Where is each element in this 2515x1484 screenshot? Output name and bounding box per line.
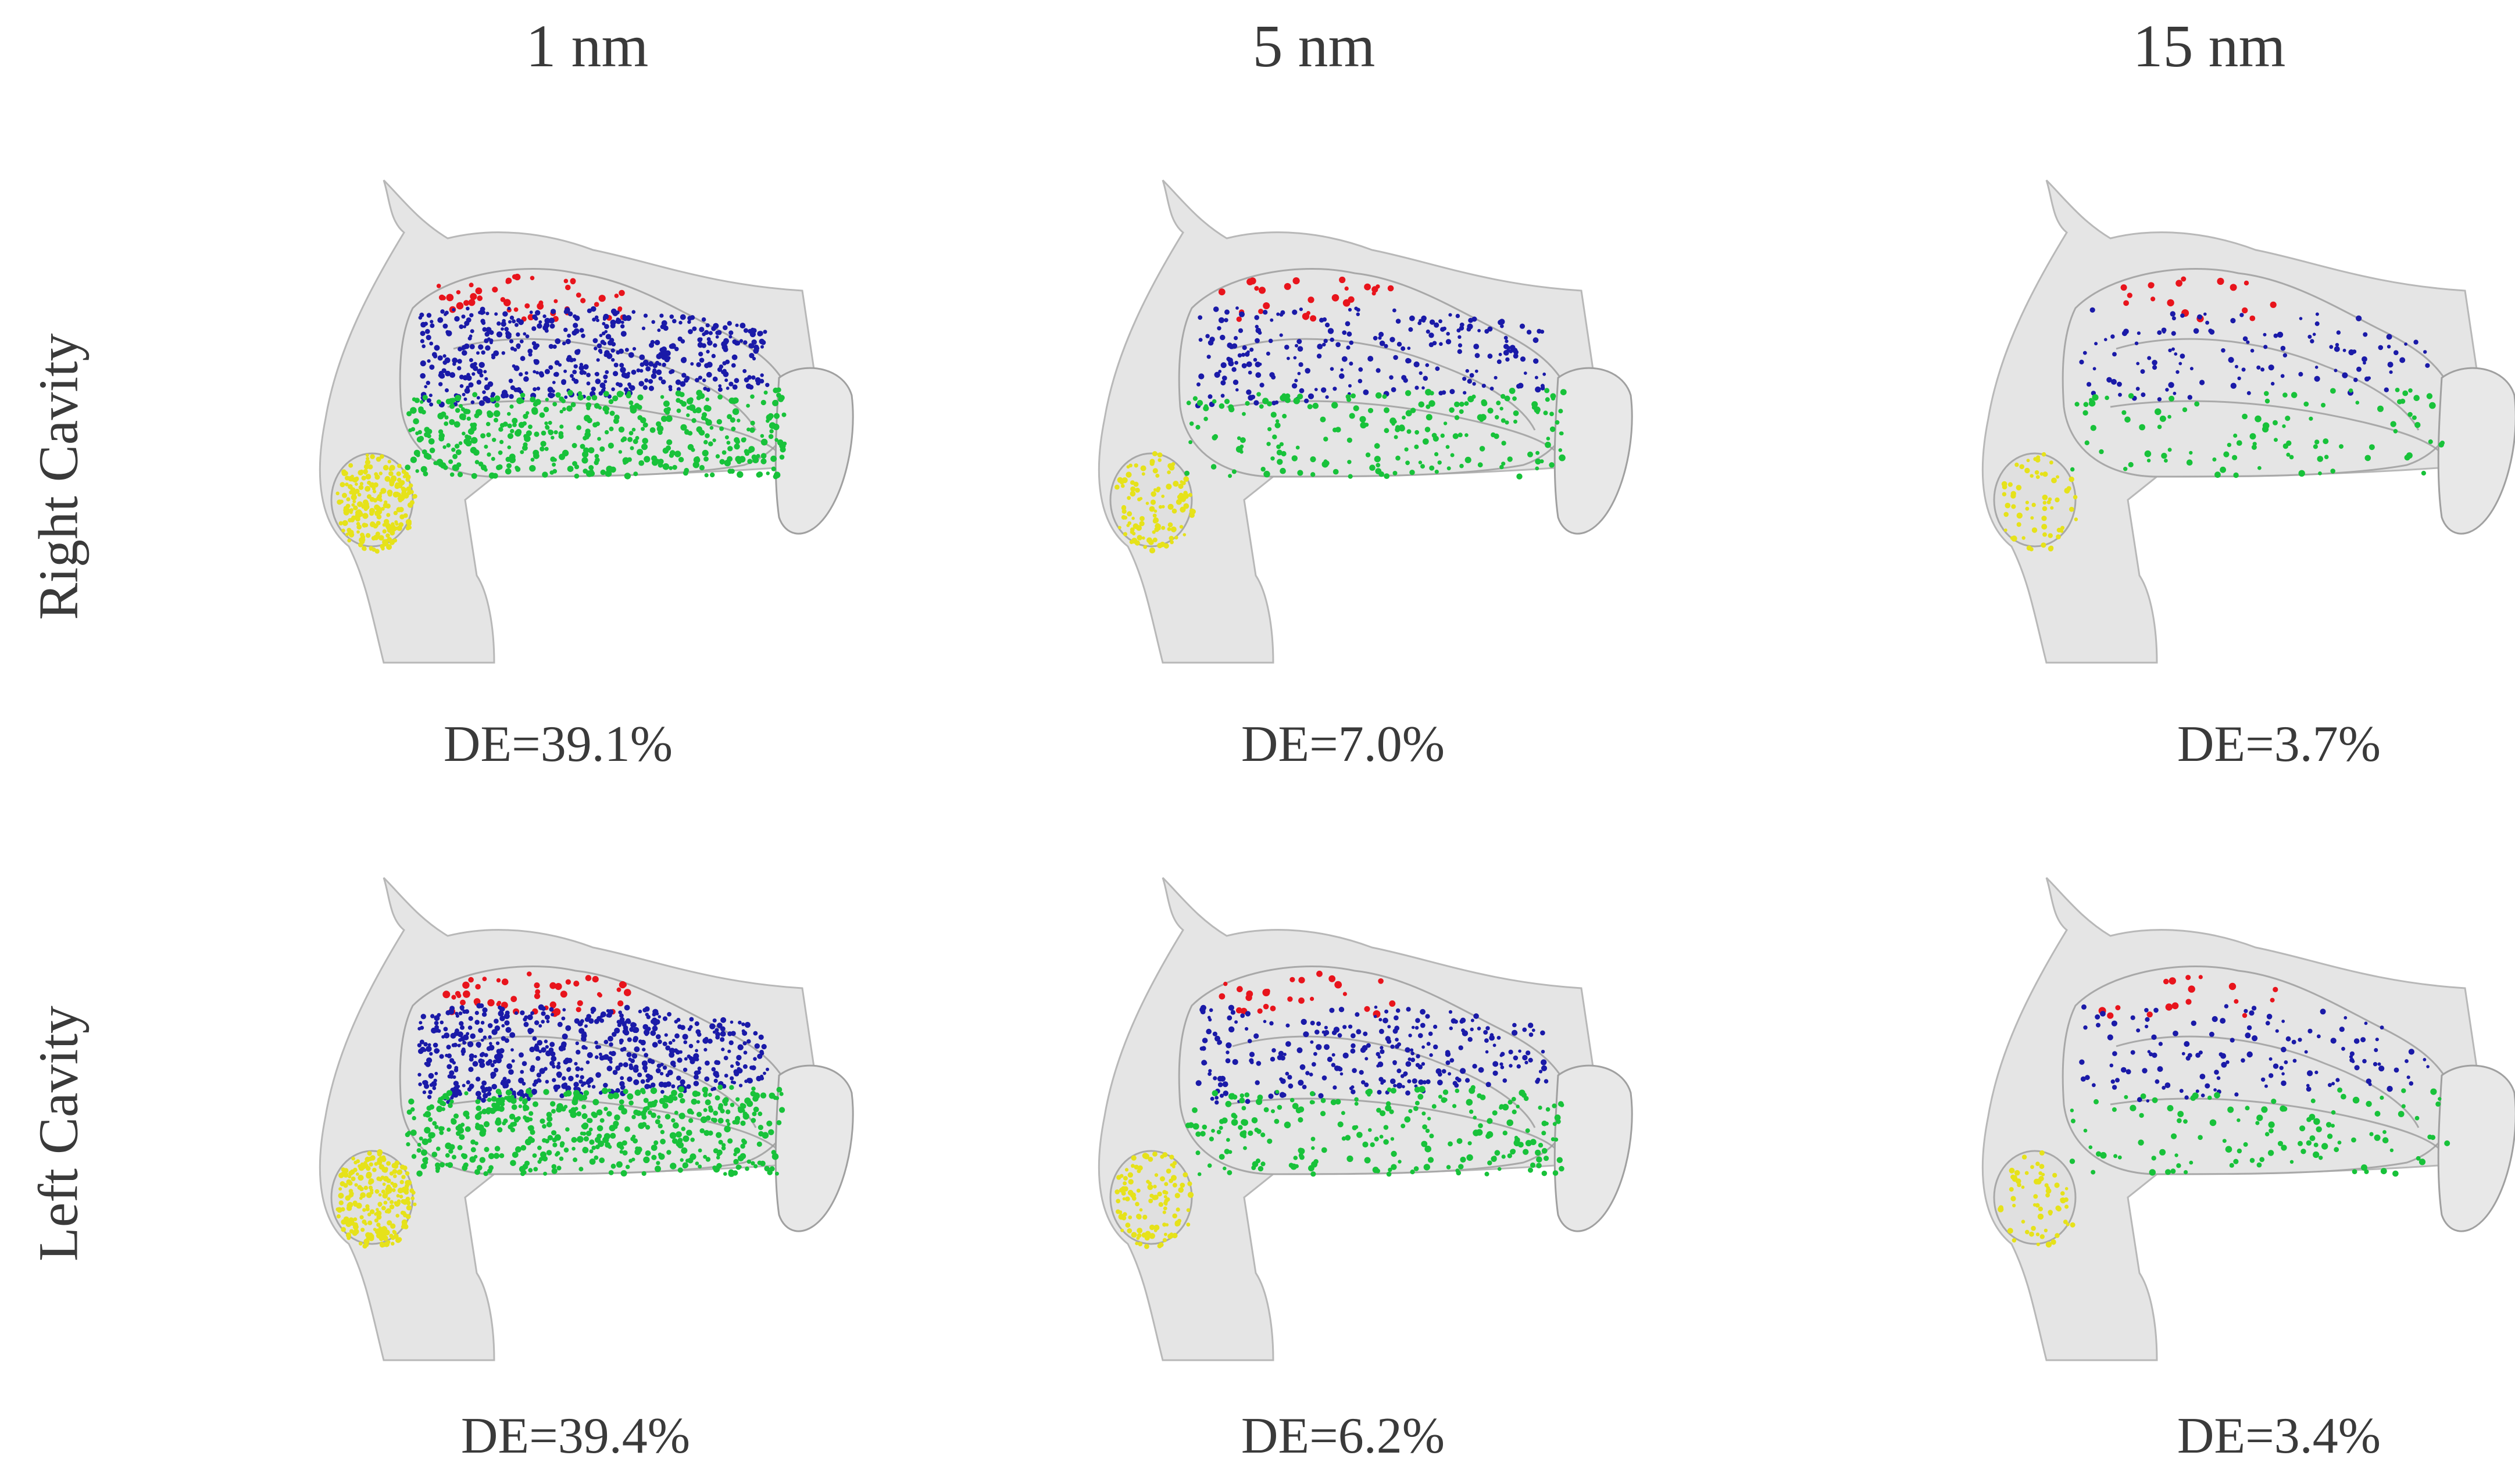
de-label-right-1nm: DE=39.1% (443, 716, 673, 773)
lower-airway-particles (405, 387, 787, 480)
upper-airway-particles (2079, 307, 2430, 402)
turbinate-contour (1232, 1035, 1536, 1128)
olfactory-particles (442, 971, 631, 1017)
panel-right-15nm (1965, 174, 2515, 698)
turbinate-contour (2116, 338, 2420, 431)
column-title-1nm: 1 nm (526, 13, 649, 80)
lower-airway-particles (405, 1084, 785, 1177)
vestibule-particles (2001, 452, 2078, 552)
turbinate-contour (1226, 1097, 1559, 1152)
lower-airway-particles (1184, 388, 1567, 480)
turbinate-contour (2110, 1097, 2443, 1152)
lower-airway-particles (2069, 1087, 2450, 1177)
lower-airway-particles (2070, 388, 2445, 478)
de-label-right-5nm: DE=7.0% (1241, 716, 1445, 773)
panel-left-5nm (1081, 872, 1639, 1395)
row-title-right-cavity: Right Cavity (27, 333, 90, 620)
panel-right-5nm (1081, 174, 1639, 698)
de-label-left-1nm: DE=39.4% (460, 1408, 691, 1464)
olfactory-particles (1219, 970, 1396, 1018)
turbinate-contour (2116, 1035, 2420, 1128)
upper-airway-particles (1195, 306, 1546, 409)
panel-left-1nm (302, 872, 860, 1395)
de-label-left-15nm: DE=3.4% (2177, 1408, 2381, 1464)
panel-left-15nm (1965, 872, 2515, 1395)
turbinate-contour (1232, 338, 1536, 431)
column-title-15nm: 15 nm (2132, 13, 2286, 80)
nasopharynx (774, 1064, 854, 1232)
nasopharynx (2437, 367, 2515, 535)
panel-right-1nm (302, 174, 860, 698)
turbinate-contour (1226, 400, 1559, 455)
nasopharynx (2437, 1064, 2515, 1232)
turbinate-contour (447, 400, 780, 455)
row-title-left-cavity: Left Cavity (27, 1006, 90, 1261)
upper-airway-particles (418, 306, 770, 407)
nasopharynx (1553, 1064, 1633, 1232)
lower-airway-particles (1185, 1085, 1564, 1177)
vestibule-particles (335, 453, 417, 554)
turbinate-contour (2110, 400, 2443, 455)
nasal-vestibule (1993, 452, 2077, 548)
column-title-5nm: 5 nm (1252, 13, 1376, 80)
turbinate-contour (453, 1035, 757, 1128)
nasopharynx (1553, 367, 1633, 535)
nasopharynx (774, 367, 854, 535)
upper-airway-particles (1195, 1004, 1549, 1105)
de-label-left-5nm: DE=6.2% (1241, 1408, 1445, 1464)
vestibule-particles (1998, 1150, 2075, 1248)
vestibule-particles (1114, 451, 1196, 554)
upper-airway-particles (2079, 1004, 2430, 1103)
vestibule-particles (1114, 1152, 1194, 1249)
vestibule-particles (335, 1149, 417, 1249)
de-label-right-15nm: DE=3.7% (2177, 716, 2381, 773)
